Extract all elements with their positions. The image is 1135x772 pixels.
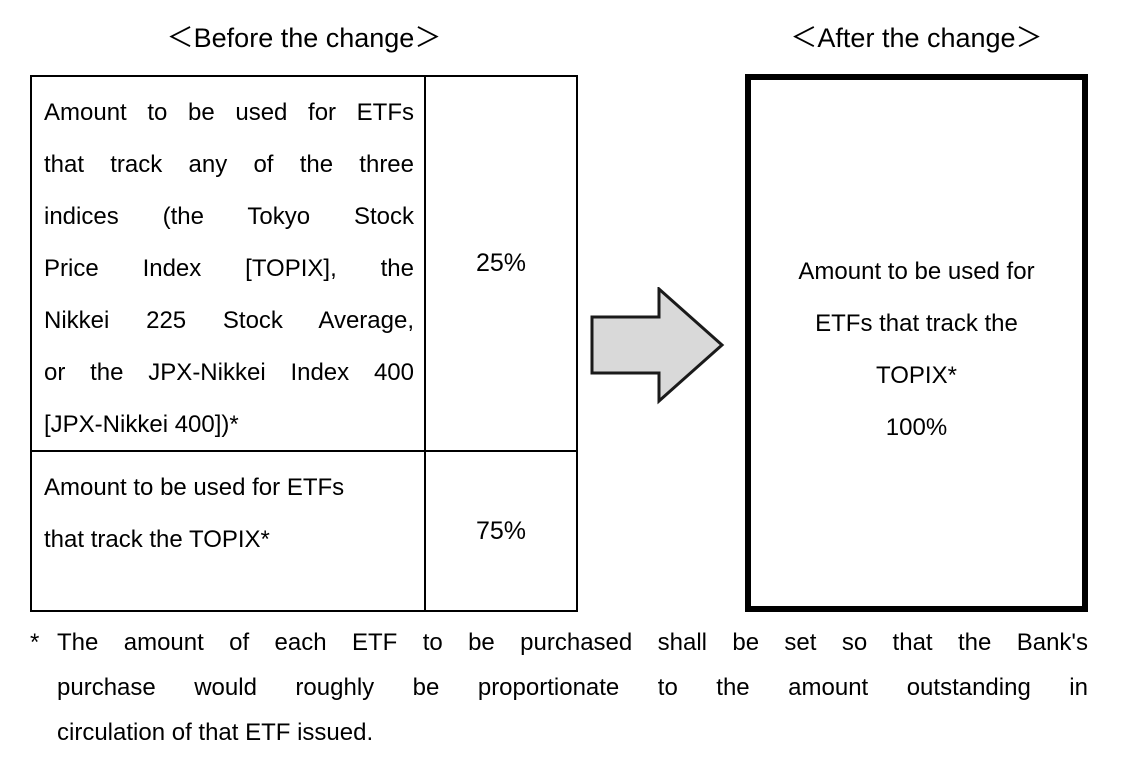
text-line: Nikkei 225 Stock Average, bbox=[44, 307, 414, 334]
after-change-box: Amount to be used for ETFs that track th… bbox=[745, 74, 1088, 612]
text-line: Price Index [TOPIX], the bbox=[44, 255, 414, 282]
text-line: The amount of each ETF to be purchased s… bbox=[57, 629, 1088, 656]
text-line: or the JPX-Nikkei Index 400 bbox=[44, 359, 414, 386]
text-line: Amount to be used for ETFs bbox=[44, 474, 345, 501]
text-line: that track any of the three bbox=[44, 151, 414, 178]
text-line: TOPIX* bbox=[876, 362, 957, 389]
text-line: Amount to be used for bbox=[798, 258, 1035, 285]
before-change-heading: ＜Before the change＞ bbox=[166, 23, 442, 53]
before-change-table: Amount to be used for ETFs that track an… bbox=[30, 75, 578, 612]
before-row1-percentage: 25% bbox=[426, 77, 576, 452]
before-row2-percentage: 75% bbox=[475, 516, 527, 545]
after-change-heading: ＜After the change＞ bbox=[790, 23, 1043, 53]
footnote-asterisk: * bbox=[30, 629, 40, 656]
right-arrow-icon bbox=[590, 287, 725, 405]
text-line: indices (the Tokyo Stock bbox=[44, 203, 414, 230]
before-row2-label-cell: Amount to be used for ETFs that track th… bbox=[32, 452, 426, 610]
text-line: circulation of that ETF issued. bbox=[57, 719, 374, 746]
text-line: that track the TOPIX* bbox=[44, 526, 270, 553]
text-line: [JPX-Nikkei 400])* bbox=[44, 411, 239, 438]
before-row1-label-cell: Amount to be used for ETFs that track an… bbox=[32, 77, 426, 452]
text-line: ETFs that track the bbox=[815, 310, 1018, 337]
text-line: Amount to be used for ETFs bbox=[44, 99, 414, 126]
text-line: purchase would roughly be proportionate … bbox=[57, 674, 1088, 701]
after-percentage: 100% bbox=[885, 414, 948, 441]
footnote-text: The amount of each ETF to be purchased s… bbox=[57, 620, 1088, 755]
footnote: * The amount of each ETF to be purchased… bbox=[28, 620, 1088, 755]
